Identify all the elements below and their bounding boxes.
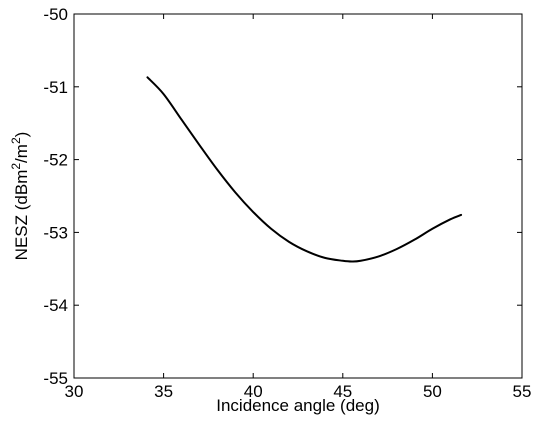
x-tick-label: 45	[333, 382, 352, 401]
y-axis-label-sup1: 2	[9, 163, 23, 170]
plot-area	[74, 14, 522, 378]
x-tick-label: 35	[154, 382, 173, 401]
y-tick-label: -51	[43, 78, 68, 97]
y-tick-label: -50	[43, 5, 68, 24]
y-axis-label-prefix: NESZ (dBm	[12, 170, 31, 261]
x-tick-label: 40	[244, 382, 263, 401]
y-axis-label: NESZ (dBm2/m2)	[9, 132, 31, 261]
plot-frame	[73, 13, 523, 379]
x-axis-label: Incidence angle (deg)	[216, 396, 380, 415]
y-tick-label: -53	[43, 223, 68, 242]
y-axis-label-middle: /m	[12, 144, 31, 163]
y-tick-label: -54	[43, 296, 68, 315]
y-axis-label-sup2: 2	[9, 137, 23, 144]
series-line	[146, 76, 463, 263]
y-axis-label-suffix: )	[12, 132, 31, 138]
tick-labels: 30 35 40 45 50 55 -55 -54 -53 -52 -51 -50	[43, 5, 531, 401]
y-tick-label: -52	[43, 151, 68, 170]
x-tick-label: 55	[513, 382, 532, 401]
series-layer	[146, 76, 463, 263]
x-tick-label: 50	[423, 382, 442, 401]
x-tick-label: 30	[65, 382, 84, 401]
y-tick-label: -55	[43, 369, 68, 388]
